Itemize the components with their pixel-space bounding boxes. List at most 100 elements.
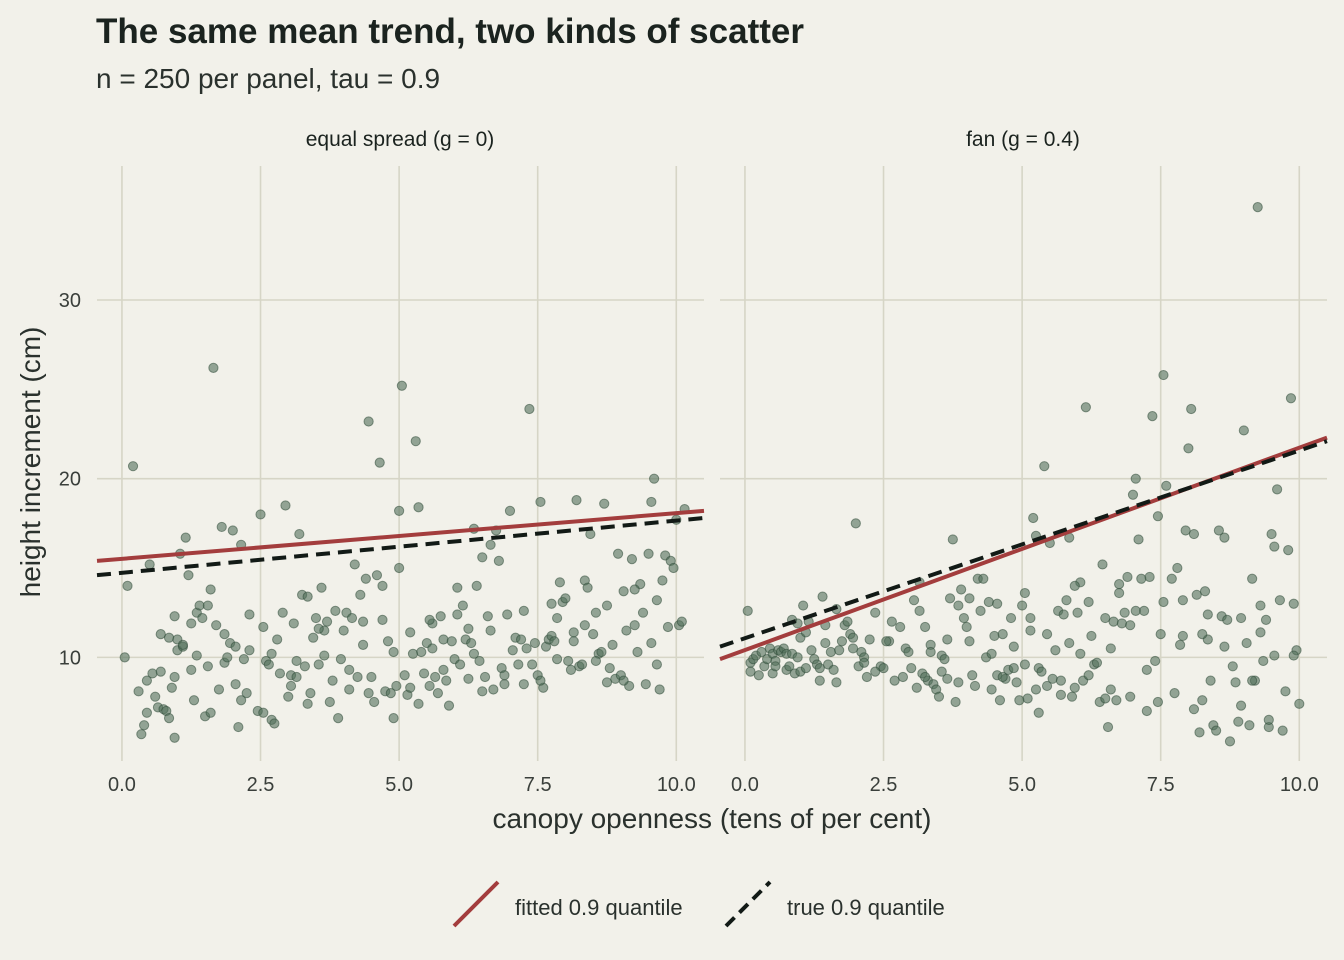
scatter-point (870, 666, 881, 677)
scatter-point (1224, 736, 1236, 747)
scatter-point (1144, 571, 1155, 583)
scatter-point (834, 645, 845, 656)
scatter-point (1022, 693, 1033, 704)
scatter-point (565, 664, 577, 675)
scatter-point (197, 612, 208, 624)
scatter-point (886, 616, 897, 627)
scatter-point (324, 696, 335, 708)
scatter-point (1091, 657, 1103, 668)
scatter-point (263, 659, 274, 670)
scatter-point (676, 616, 687, 627)
scatter-point (1219, 641, 1230, 652)
scatter-point (504, 505, 516, 516)
scatter-point (950, 696, 961, 708)
scatter-point (477, 552, 488, 563)
scatter-point (333, 713, 344, 724)
scatter-point (1141, 705, 1152, 717)
scatter-point (629, 620, 640, 631)
scatter-point (662, 621, 674, 633)
scatter-point (1247, 573, 1258, 584)
scatter-point (1213, 525, 1225, 536)
scatter-point (1197, 629, 1208, 640)
scatter-point (1277, 725, 1288, 736)
scatter-point (488, 684, 499, 695)
scatter-point (280, 500, 291, 511)
scatter-point (1055, 675, 1067, 686)
scatter-point (291, 671, 302, 683)
scatter-point (1066, 691, 1078, 702)
legend: fitted 0.9 quantile true 0.9 quantile (452, 880, 945, 928)
scatter-point (1288, 598, 1299, 609)
scatter-point (313, 623, 324, 634)
scatter-point (1116, 618, 1127, 629)
scatter-point (355, 589, 366, 600)
panel-strip-label-fan: fan (g = 0.4) (966, 128, 1080, 151)
scatter-point (1269, 541, 1280, 552)
scatter-point (391, 680, 402, 692)
scatter-point (277, 607, 288, 618)
scatter-point (554, 577, 565, 588)
scatter-point (310, 612, 322, 624)
scatter-point (1219, 532, 1230, 543)
scatter-point (518, 605, 529, 617)
scatter-point (1097, 559, 1108, 570)
y-tick-label: 10 (59, 647, 81, 669)
scatter-point (238, 654, 249, 665)
scatter-point (346, 612, 358, 624)
scatter-point (881, 636, 892, 647)
scatter-point (377, 614, 388, 625)
scatter-point (850, 518, 861, 529)
scatter-point (299, 661, 310, 672)
scatter-point (646, 496, 657, 508)
scatter-point (1017, 600, 1028, 611)
scatter-point (560, 593, 571, 604)
scatter-point (1136, 573, 1147, 584)
scatter-point (1105, 643, 1116, 654)
scatter-point (657, 575, 668, 586)
scatter-point (1041, 629, 1053, 640)
scatter-point (313, 659, 324, 670)
scatter-point (1244, 720, 1255, 731)
scatter-point (285, 680, 297, 692)
scatter-point (258, 707, 269, 718)
scatter-point (1119, 607, 1130, 618)
legend-key-fitted (452, 880, 500, 928)
scatter-point (155, 666, 166, 677)
scatter-point (169, 732, 180, 743)
scatter-point (515, 634, 527, 645)
scatter-point (493, 555, 504, 566)
scatter-point (413, 502, 424, 513)
scatter-point (1152, 696, 1164, 708)
scatter-point (1199, 586, 1211, 597)
scatter-point (552, 612, 563, 624)
scatter-point (859, 657, 870, 668)
scatter-point (443, 700, 455, 711)
scatter-point (416, 646, 427, 658)
scatter-point (424, 614, 435, 625)
scatter-point (895, 621, 906, 633)
scatter-point (1272, 484, 1283, 495)
scatter-point (994, 695, 1006, 706)
scatter-point (842, 616, 853, 627)
scatter-point (477, 686, 488, 697)
scatter-point (535, 496, 546, 508)
scatter-point (241, 688, 252, 699)
scatter-point (191, 650, 202, 661)
scatter-point (552, 654, 563, 665)
scatter-point (1252, 201, 1263, 213)
scatter-point (967, 670, 978, 681)
scatter-point (847, 643, 859, 654)
legend-label-fitted: fitted 0.9 quantile (515, 895, 683, 920)
scatter-point (274, 668, 286, 679)
scatter-point (233, 721, 244, 733)
scatter-point (1102, 721, 1114, 733)
scatter-point (861, 671, 872, 683)
scatter-point (942, 673, 953, 684)
scatter-point (986, 648, 997, 659)
scatter-point (549, 636, 560, 647)
scatter-point (452, 609, 463, 620)
y-axis-title: height increment (cm) (15, 327, 46, 598)
scatter-point (964, 593, 975, 604)
fitted-quantile-line (719, 435, 1328, 662)
